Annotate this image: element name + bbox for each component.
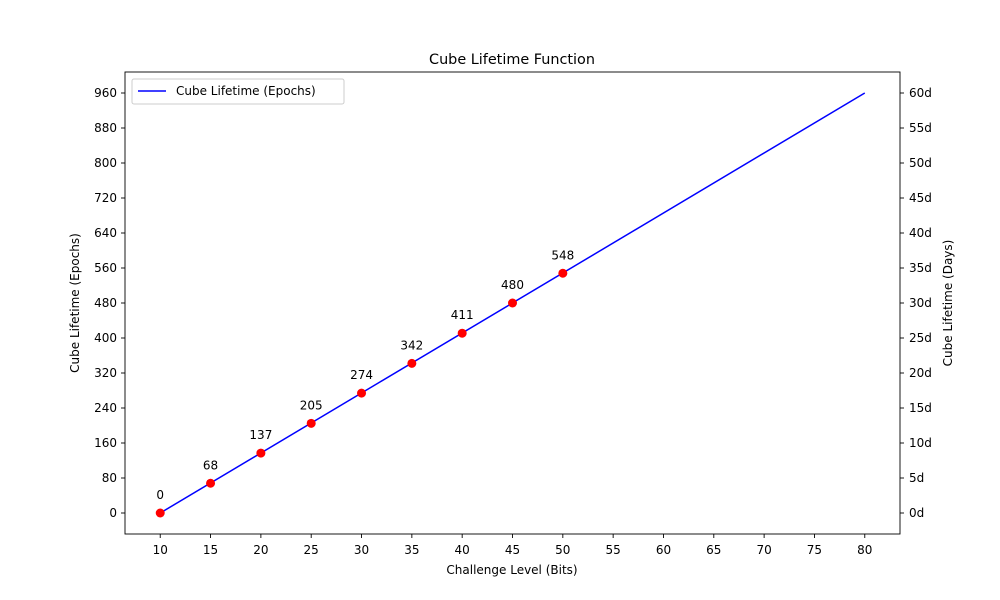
x-tick-label: 40: [455, 543, 470, 557]
x-tick-label: 50: [555, 543, 570, 557]
data-point-label: 0: [156, 488, 164, 502]
x-axis-label: Challenge Level (Bits): [446, 563, 577, 577]
x-tick-label: 60: [656, 543, 671, 557]
x-axis: 10 15 20 25 30 35 40 45 50 55 60 65 70 75 80: [153, 534, 872, 557]
y-axis-right: 0d 5d 10d 15d 20d 25d 30d 35d 40d 45d 50d 55d 60d: [900, 86, 932, 520]
y-tick-label-left: 240: [94, 401, 117, 415]
data-point-label: 274: [350, 368, 373, 382]
x-tick-label: 45: [505, 543, 520, 557]
point-layer: 0 68 137 205 274 342 411 480 548: [155, 248, 574, 518]
data-point: [357, 388, 367, 398]
y-tick-label-left: 720: [94, 191, 117, 205]
y-tick-label-right: 0d: [909, 506, 924, 520]
y-tick-label-right: 50d: [909, 156, 932, 170]
x-tick-label: 25: [304, 543, 319, 557]
x-tick-label: 35: [404, 543, 419, 557]
y-tick-label-right: 55d: [909, 121, 932, 135]
y-tick-label-left: 0: [109, 506, 117, 520]
legend: Cube Lifetime (Epochs): [131, 78, 345, 105]
data-point-label: 137: [249, 428, 272, 442]
y-tick-label-left: 160: [94, 436, 117, 450]
data-point-label: 411: [451, 308, 474, 322]
y-tick-label-left: 400: [94, 331, 117, 345]
y-tick-label-left: 880: [94, 121, 117, 135]
y-tick-label-right: 5d: [909, 471, 924, 485]
x-tick-label: 10: [153, 543, 168, 557]
y-axis-left: 0 80 160 240 320 400 480 560 640 720 800 880 960: [94, 86, 125, 520]
y-tick-label-right: 30d: [909, 296, 932, 310]
x-tick-label: 80: [857, 543, 872, 557]
y-tick-label-left: 800: [94, 156, 117, 170]
x-tick-label: 30: [354, 543, 369, 557]
x-tick-label: 75: [807, 543, 822, 557]
y-tick-label-right: 15d: [909, 401, 932, 415]
y-tick-label-right: 45d: [909, 191, 932, 205]
y-tick-label-right: 25d: [909, 331, 932, 345]
y-tick-label-left: 480: [94, 296, 117, 310]
x-tick-label: 20: [253, 543, 268, 557]
data-point-label: 548: [551, 248, 574, 262]
data-point: [508, 298, 517, 308]
data-point: [407, 358, 417, 368]
y-tick-label-right: 60d: [909, 86, 932, 100]
y-axis-label-right: Cube Lifetime (Days): [941, 240, 955, 367]
x-tick-label: 15: [203, 543, 218, 557]
data-point-label: 205: [300, 398, 323, 412]
data-point: [206, 478, 216, 488]
legend-box: [131, 78, 345, 105]
data-point: [306, 418, 316, 428]
x-tick-label: 65: [706, 543, 721, 557]
y-tick-label-left: 640: [94, 226, 117, 240]
y-tick-label-right: 35d: [909, 261, 932, 275]
data-point-label: 480: [501, 278, 524, 292]
data-point: [155, 508, 165, 518]
data-point-label: 342: [400, 338, 423, 352]
data-point: [457, 328, 467, 338]
y-tick-label-left: 560: [94, 261, 117, 275]
y-axis-label-left: Cube Lifetime (Epochs): [68, 233, 82, 373]
chart-title: Cube Lifetime Function: [429, 52, 595, 68]
y-tick-label-right: 10d: [909, 436, 932, 450]
data-point-label: 68: [203, 458, 218, 472]
data-point: [256, 448, 266, 458]
data-point: [558, 268, 568, 278]
y-tick-label-left: 80: [102, 471, 117, 485]
y-tick-label-left: 960: [94, 86, 117, 100]
y-tick-label-right: 40d: [909, 226, 932, 240]
y-tick-label-right: 20d: [909, 366, 932, 380]
y-tick-label-left: 320: [94, 366, 117, 380]
x-tick-label: 55: [606, 543, 621, 557]
legend-label: Cube Lifetime (Epochs): [176, 84, 316, 98]
x-tick-label: 70: [756, 543, 771, 557]
